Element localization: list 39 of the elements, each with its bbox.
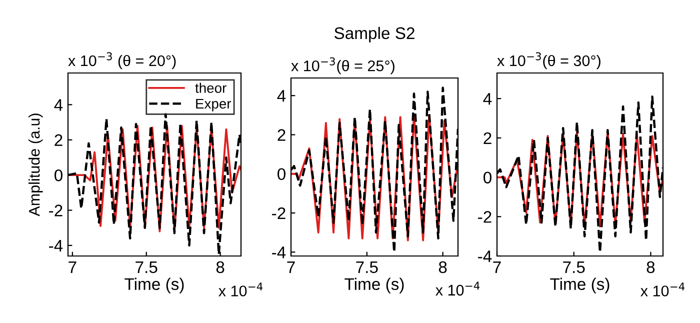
x-tick-label: 7	[68, 261, 76, 273]
x-tick-label: 7	[493, 261, 501, 273]
x-tick-label: 8	[646, 261, 655, 274]
y-tick-label: -2	[478, 211, 492, 223]
x-tick-label: 8	[438, 261, 447, 274]
text: x 10$^{−4}$	[436, 282, 480, 296]
y-axis-title: Amplitude (a.u)	[28, 114, 43, 216]
y-tick-label: 0	[278, 168, 286, 180]
x-axis-title: Time (s)	[124, 278, 184, 294]
chart-subtitle: x 10$^{−3}$(θ = 25°)	[291, 57, 394, 74]
text: x 10$^{−4}$	[218, 282, 263, 296]
x-tick-label: 7.5	[356, 261, 378, 274]
y-tick-label: 4	[483, 93, 492, 105]
x-tick-label: 7.5	[563, 261, 585, 274]
x-tick-label: 8	[216, 261, 224, 274]
x-tick-label: 7	[287, 261, 295, 273]
y-tick-label: 4	[277, 90, 286, 102]
line-series	[291, 114, 458, 242]
y-tick-label: -2	[49, 204, 62, 216]
y-tick-label: 2	[278, 129, 286, 141]
y-tick-label: 0	[54, 169, 62, 182]
x-tick-label: 7.5	[136, 261, 158, 274]
legend-label: theor	[195, 82, 226, 93]
x-axis-title: Time (s)	[550, 278, 610, 294]
y-tick-label: -4	[272, 246, 286, 258]
x-axis-title: Time (s)	[344, 278, 404, 294]
line-series	[68, 124, 241, 232]
y-tick-label: 2	[54, 134, 62, 146]
y-tick-label: -4	[49, 240, 63, 252]
chart-subtitle: x 10$^{−3}$(θ = 30°)	[497, 52, 600, 70]
legend-label: Exper	[196, 98, 232, 112]
y-tick-label: 4	[54, 99, 63, 111]
y-tick-label: -2	[272, 207, 286, 220]
y-tick-label: -4	[478, 250, 492, 262]
text: x 10$^{−4}$	[640, 282, 685, 296]
chart-title: Sample S2	[334, 26, 414, 42]
y-tick-label: 0	[484, 172, 492, 184]
y-tick-label: 2	[484, 132, 492, 144]
chart-subtitle: x 10$^{−3}$ (θ = 20°)	[68, 52, 176, 70]
